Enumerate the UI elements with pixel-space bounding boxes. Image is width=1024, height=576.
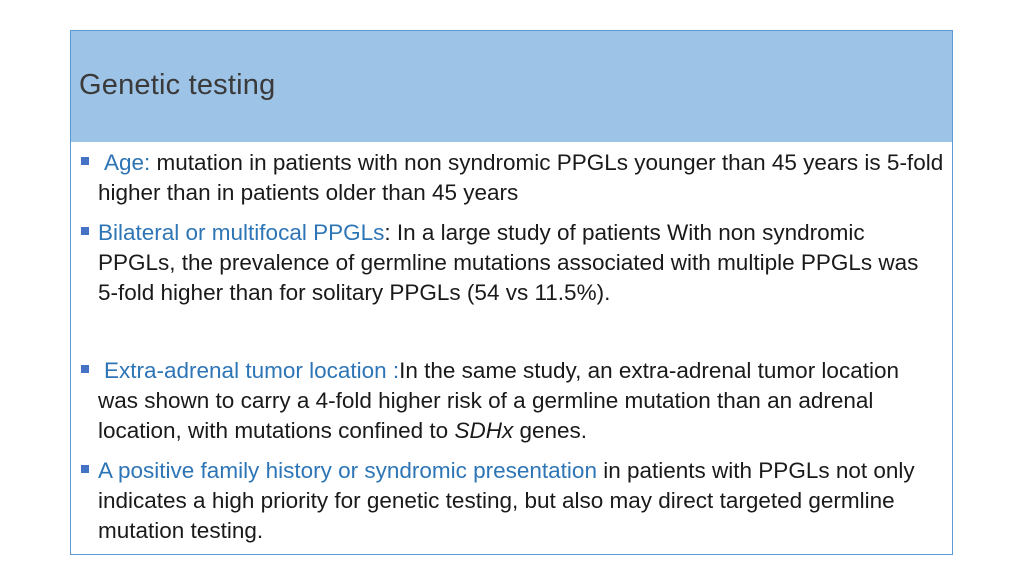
title-bar: Genetic testing: [71, 31, 952, 142]
square-bullet-icon: [81, 227, 89, 235]
bullet-text: In the same study, an extra-adrenal tumo…: [98, 358, 899, 443]
bullet-label: Age:: [104, 150, 151, 175]
bullet-age: Age: mutation in patients with non syndr…: [71, 148, 952, 208]
bullet-bilateral: Bilateral or multifocal PPGLs: In a larg…: [71, 218, 952, 308]
slide-title: Genetic testing: [79, 69, 276, 101]
bullet-label: Extra-adrenal tumor location :: [104, 358, 400, 383]
bullet-text: in patients with PPGLs not only indicate…: [98, 458, 915, 543]
square-bullet-icon: [81, 157, 89, 165]
bullet-family-history: A positive family history or syndromic p…: [71, 456, 952, 546]
bullet-text: : In a large study of patients With non …: [98, 220, 919, 305]
bullet-list: Age: mutation in patients with non syndr…: [71, 144, 952, 546]
bullet-text: mutation in patients with non syndromic …: [98, 150, 944, 205]
bullet-extra-adrenal: Extra-adrenal tumor location :In the sam…: [71, 356, 952, 446]
bullet-label: Bilateral or multifocal PPGLs: [98, 220, 385, 245]
square-bullet-icon: [81, 365, 89, 373]
bullet-label: A positive family history or syndromic p…: [98, 458, 597, 483]
gene-name: SDHx: [454, 418, 514, 443]
slide: Genetic testing Age: mutation in patient…: [70, 30, 953, 555]
bullet-text-end: genes.: [513, 418, 588, 443]
square-bullet-icon: [81, 465, 89, 473]
